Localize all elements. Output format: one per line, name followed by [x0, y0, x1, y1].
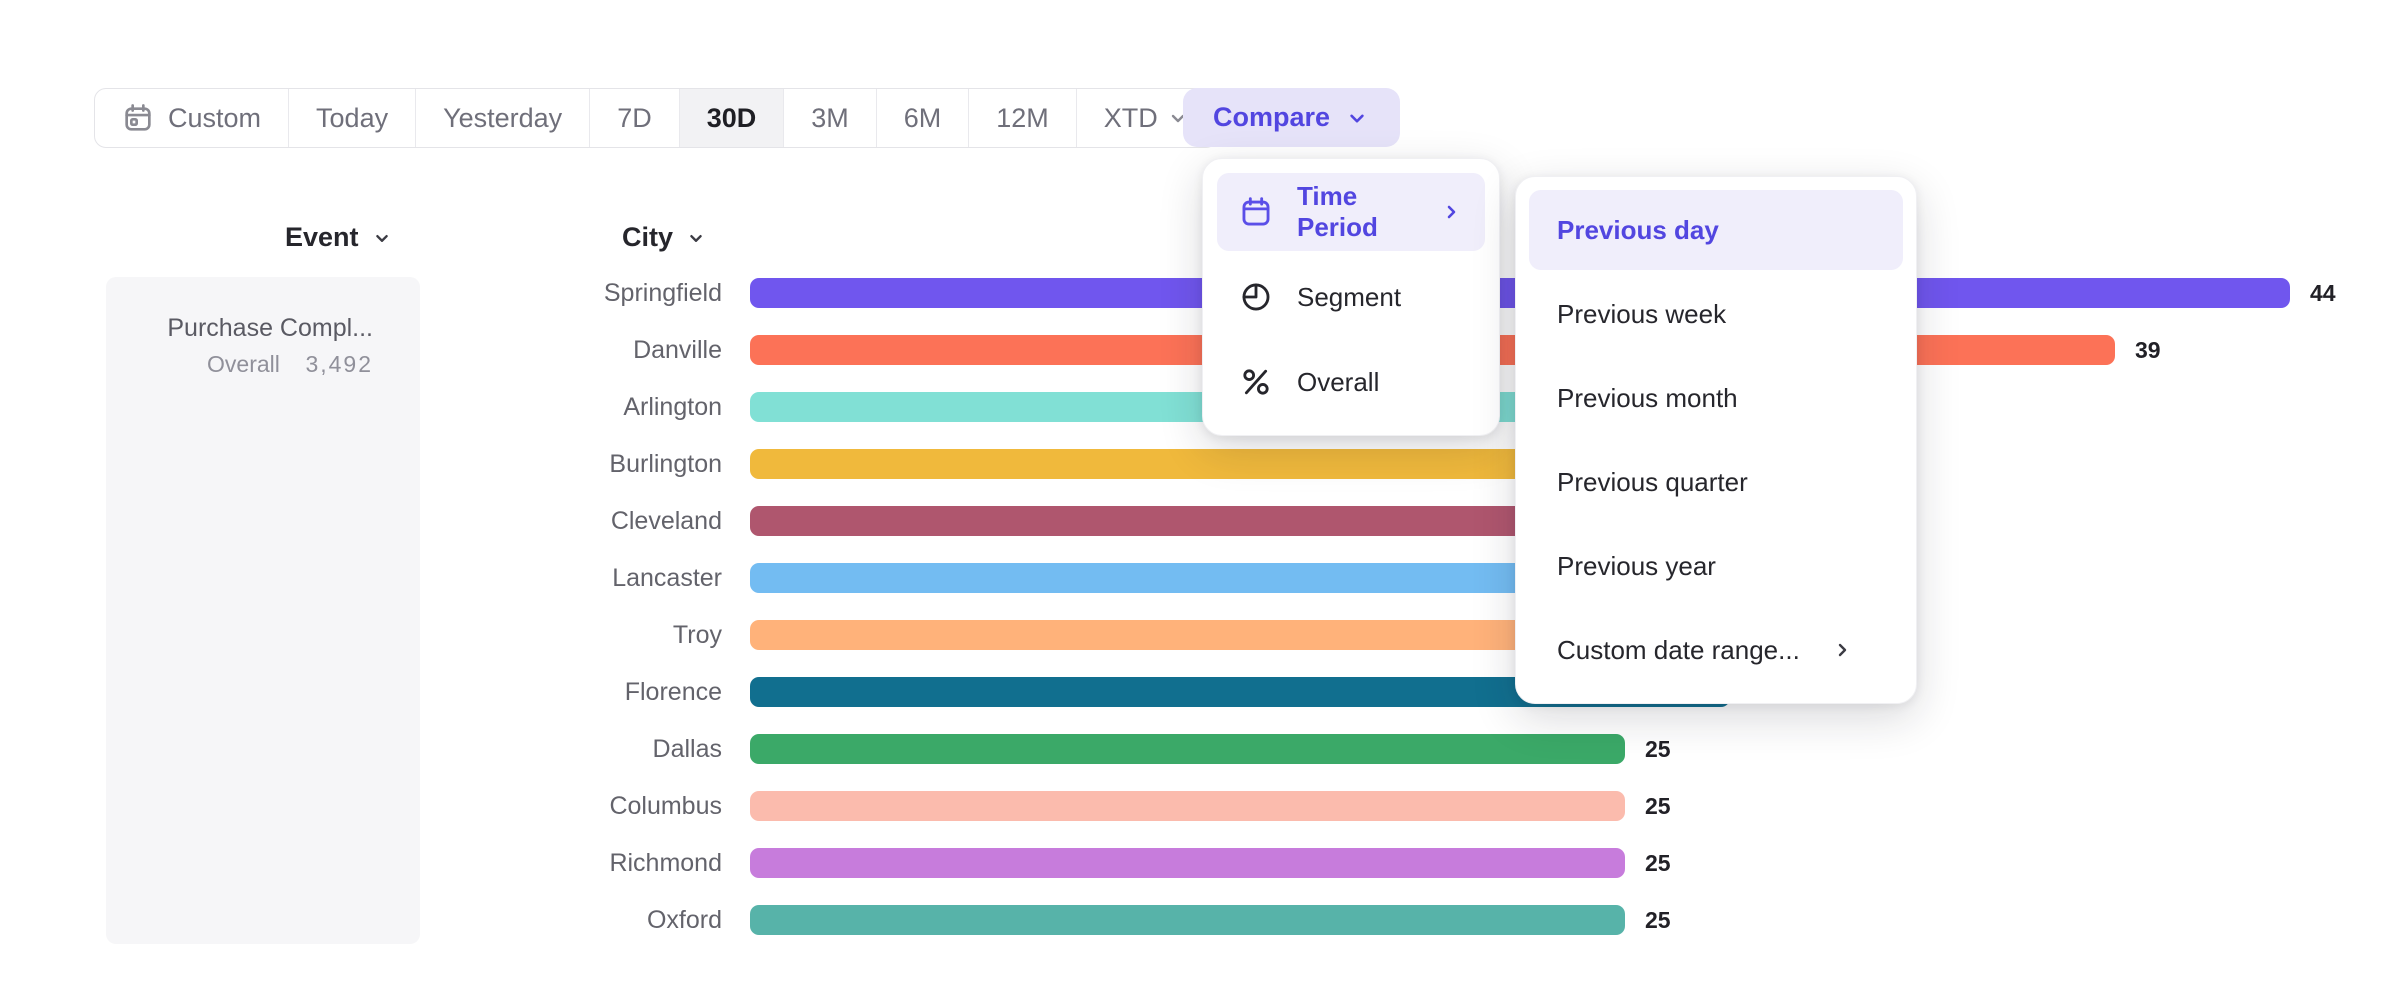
calendar-icon [122, 102, 154, 134]
chart-row: Lancaster [0, 563, 2336, 593]
chart-row: Danville 39 [0, 335, 2336, 365]
city-label: Columbus [609, 791, 722, 820]
menu-item-previous-month[interactable]: Previous month [1557, 382, 1738, 413]
compare-button[interactable]: Compare [1183, 88, 1401, 147]
chevron-down-icon [1166, 106, 1190, 130]
segment-label: Custom [168, 102, 262, 133]
chart-row: Florence [0, 677, 2336, 707]
chart-row: Arlington [0, 392, 2336, 422]
date-range-toolbar: Custom Today Yesterday 7D 30D 3M 6M 12M … [94, 88, 1218, 148]
city-label: Danville [633, 335, 722, 364]
chart-row: Cleveland [0, 506, 2336, 536]
chevron-down-icon [371, 227, 393, 249]
city-label: Florence [624, 677, 722, 706]
chart-row: Richmond 25 [0, 848, 2336, 878]
chevron-right-icon [1439, 200, 1463, 224]
menu-item-previous-year[interactable]: Previous year [1557, 550, 1716, 581]
city-label: Cleveland [610, 506, 722, 535]
menu-item-segment[interactable]: Segment [1217, 258, 1485, 336]
date-range-7d[interactable]: 7D [590, 89, 680, 147]
date-range-3m[interactable]: 3M [784, 89, 877, 147]
chart-row: Troy [0, 620, 2336, 650]
menu-item-previous-quarter[interactable]: Previous quarter [1557, 466, 1748, 497]
menu-item-time-period[interactable]: Time Period [1217, 173, 1485, 251]
bar-value-label: 25 [1645, 792, 1671, 819]
city-label: Lancaster [612, 563, 722, 592]
city-bar[interactable] [750, 734, 1625, 764]
menu-item-previous-week[interactable]: Previous week [1557, 298, 1727, 329]
city-bar[interactable] [750, 848, 1625, 878]
date-range-today[interactable]: Today [289, 89, 417, 147]
percent-icon [1239, 365, 1273, 399]
city-label: Arlington [623, 392, 722, 421]
bar-value-label: 44 [2310, 279, 2336, 306]
city-label: Dallas [652, 734, 722, 763]
chevron-down-icon [685, 227, 707, 249]
event-legend-card[interactable]: Purchase Compl... Overall 3,492 [106, 277, 420, 944]
date-range-yesterday[interactable]: Yesterday [416, 89, 591, 147]
chart-row: Oxford 25 [0, 905, 2336, 935]
city-label: Oxford [646, 905, 722, 934]
menu-item-previous-day[interactable]: Previous day [1529, 190, 1903, 270]
date-range-12m[interactable]: 12M [969, 89, 1077, 147]
menu-item-overall[interactable]: Overall [1217, 343, 1485, 421]
chart-row: Dallas 25 [0, 734, 2336, 764]
bar-value-label: 25 [1645, 849, 1671, 876]
compare-dropdown-menu: Time Period Segment Overal [1202, 158, 1500, 436]
overall-label: Overall [207, 351, 280, 377]
chart-row: Burlington [0, 449, 2336, 479]
city-label: Richmond [609, 848, 722, 877]
event-column-header[interactable]: Event [285, 222, 393, 253]
city-bar-chart: Springfield 44 Danville 39 Arlington Burlingt… [0, 278, 2336, 935]
date-range-custom[interactable]: Custom [95, 89, 290, 147]
city-label: Springfield [603, 278, 722, 307]
event-name: Purchase Compl... [167, 314, 373, 342]
calendar-icon [1239, 195, 1273, 229]
date-range-xtd[interactable]: XTD [1077, 89, 1217, 147]
event-overall-row: Overall 3,492 [126, 351, 373, 378]
city-bar[interactable] [750, 905, 1625, 935]
chevron-right-icon [1830, 638, 1854, 662]
bar-value-label: 39 [2135, 336, 2161, 363]
chart-row: Springfield 44 [0, 278, 2336, 308]
city-bar[interactable] [750, 791, 1625, 821]
time-period-submenu: Previous day Previous week Previous mont… [1515, 176, 1917, 704]
chevron-down-icon [1344, 105, 1370, 131]
bar-value-label: 25 [1645, 906, 1671, 933]
bar-value-label: 25 [1645, 735, 1671, 762]
city-label: Troy [672, 620, 722, 649]
menu-item-custom-date-range[interactable]: Custom date range... [1529, 610, 1903, 690]
segment-icon [1239, 280, 1273, 314]
overall-value: 3,492 [305, 351, 373, 377]
date-range-30d-selected[interactable]: 30D [679, 89, 785, 147]
city-column-header[interactable]: City [622, 222, 707, 253]
city-label: Burlington [609, 449, 722, 478]
date-range-6m[interactable]: 6M [877, 89, 970, 147]
chart-row: Columbus 25 [0, 791, 2336, 821]
